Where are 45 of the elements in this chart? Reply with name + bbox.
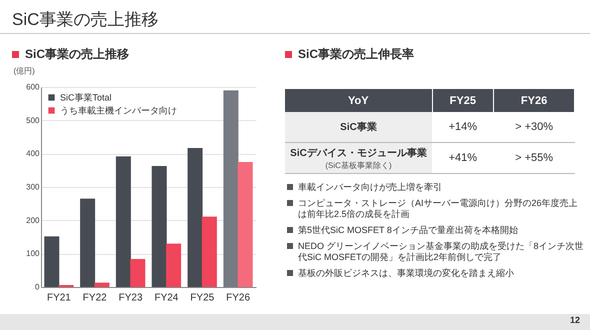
x-tick-label: FY23 bbox=[118, 292, 143, 304]
bar bbox=[116, 156, 131, 287]
text: 車載インバータ向けが売上増を牽引 bbox=[298, 182, 442, 192]
bar bbox=[94, 282, 110, 287]
x-tick-label: FY21 bbox=[46, 292, 72, 304]
x-tick-label: FY26 bbox=[226, 292, 250, 304]
y-tick-label: 600 bbox=[26, 82, 40, 92]
text: SiC事業の売上伸長率 bbox=[298, 46, 414, 63]
bar bbox=[223, 90, 238, 287]
legend-label: うち車載主機インバータ向け bbox=[60, 106, 177, 116]
y-tick-label: 0 bbox=[35, 282, 40, 292]
y-tick-label: 200 bbox=[26, 216, 40, 225]
text: コンピュータ・ストレージ（AIサーバー電源向け）分野の26年度売上は前年比2.5倍の成長を計画 bbox=[298, 198, 578, 220]
text: NEDO グリーンイノベーション基金事業の助成を受けた「8インチ次世代SiC MOSFETの開発」を計画比2年前倒しで完了 bbox=[298, 240, 584, 262]
x-tick-label: FY25 bbox=[190, 292, 215, 304]
text: YoY bbox=[285, 89, 432, 112]
bar bbox=[188, 148, 203, 287]
bar bbox=[130, 259, 146, 287]
text: +41% bbox=[448, 152, 478, 164]
x-tick-label: FY24 bbox=[154, 292, 179, 304]
bar bbox=[152, 166, 167, 287]
text: 12 bbox=[570, 315, 580, 325]
text: 第5世代SiC MOSFET 8インチ品で量産出荷を本格開始 bbox=[298, 225, 518, 236]
legend-label: SiC事業Total bbox=[60, 92, 112, 102]
bar bbox=[202, 216, 217, 287]
text: 基板の外販ビジネスは、事業環境の変化を踏まえ縮小 bbox=[298, 268, 514, 278]
category-label: SiC事業 bbox=[340, 122, 377, 133]
text: SiC事業の売上推移 bbox=[12, 9, 158, 31]
bar bbox=[238, 162, 253, 287]
y-tick-label: 500 bbox=[26, 116, 40, 125]
y-tick-label: 400 bbox=[26, 149, 40, 158]
text: > +55% bbox=[515, 152, 554, 164]
text: > +30% bbox=[515, 121, 554, 133]
chart-title: SiC事業の売上推移 bbox=[25, 46, 130, 63]
y-tick-label: 100 bbox=[26, 249, 40, 258]
text: +14% bbox=[448, 121, 478, 133]
category-label: FY26 bbox=[494, 89, 574, 112]
y-axis-title: (億円) bbox=[14, 66, 36, 76]
bar bbox=[80, 198, 96, 287]
bar bbox=[44, 236, 60, 287]
category-label: FY25 bbox=[432, 89, 494, 112]
bar bbox=[166, 244, 182, 287]
x-tick-label: FY22 bbox=[82, 292, 108, 304]
y-tick-label: 300 bbox=[26, 182, 40, 192]
category-label: SiCデバイス・モジュール事業 (SiC基板事業除く) bbox=[290, 148, 427, 170]
